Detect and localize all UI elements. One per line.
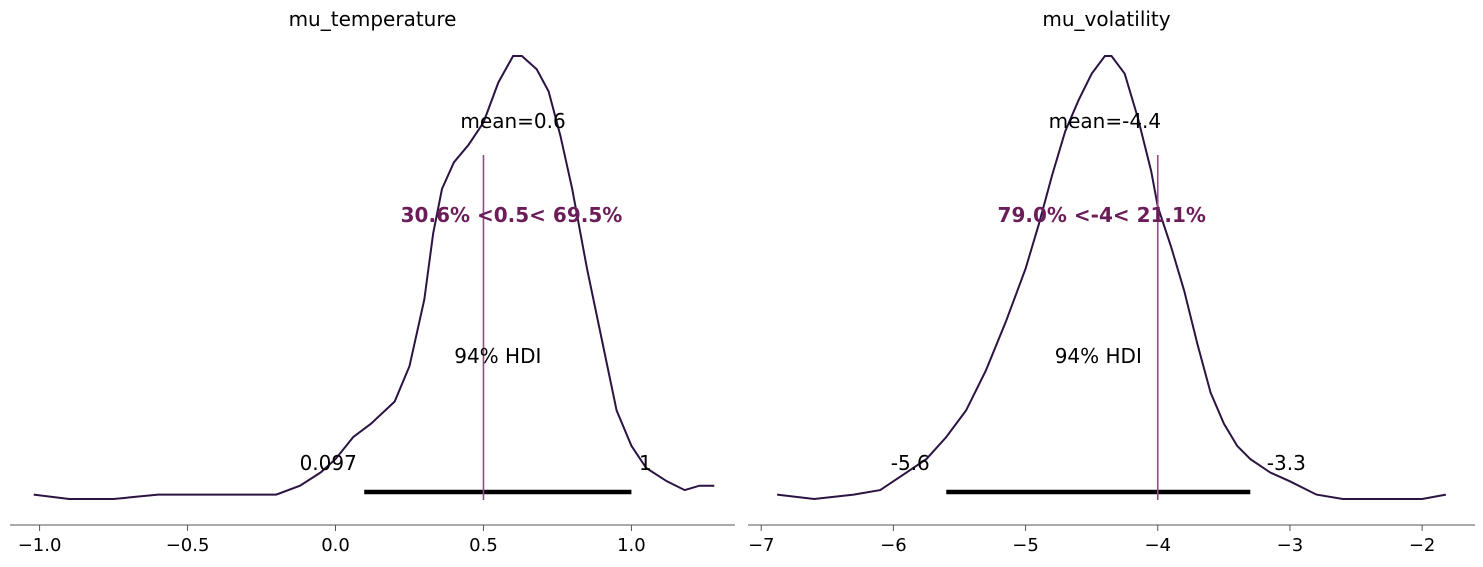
panel-1-tick-label: −1.0 xyxy=(18,535,62,556)
panel-2-tick-label: −5 xyxy=(1012,535,1039,556)
panel-1-reference-label: 30.6% <0.5< 69.5% xyxy=(401,203,623,227)
panel-1-hdi-high-label: 1 xyxy=(639,451,652,475)
panel-2-tick-label: −6 xyxy=(880,535,907,556)
panel-1-mean-label: mean=0.6 xyxy=(460,109,565,133)
panel-1-density-curve xyxy=(33,55,715,500)
panel-2-title: mu_volatility xyxy=(1042,7,1170,31)
panel-2-reference-label: 79.0% <-4< 21.1% xyxy=(998,203,1206,227)
panel-2-density-curve xyxy=(776,55,1447,501)
panel-1-tick-label: 0.0 xyxy=(321,535,350,556)
panel-2-tick-label: −2 xyxy=(1409,535,1436,556)
panel-2-hdi-high-label: -3.3 xyxy=(1267,451,1306,475)
panel-2-hdi-label: 94% HDI xyxy=(1055,344,1142,368)
panel-1-tick-label: −0.5 xyxy=(166,535,210,556)
panel-2-tick-label: −7 xyxy=(748,535,775,556)
panel-1-hdi-low-label: 0.097 xyxy=(300,451,357,475)
panel-2-tick-label: −3 xyxy=(1277,535,1304,556)
panel-2-tick-label: −4 xyxy=(1144,535,1171,556)
panel-2-hdi-low-label: -5.6 xyxy=(891,451,930,475)
panel-1-tick-label: 0.5 xyxy=(469,535,498,556)
panel-1-hdi-label: 94% HDI xyxy=(454,344,541,368)
panel-1-tick-label: 1.0 xyxy=(617,535,646,556)
panel-1-title: mu_temperature xyxy=(289,7,457,31)
panel-2-mean-label: mean=-4.4 xyxy=(1049,109,1162,133)
